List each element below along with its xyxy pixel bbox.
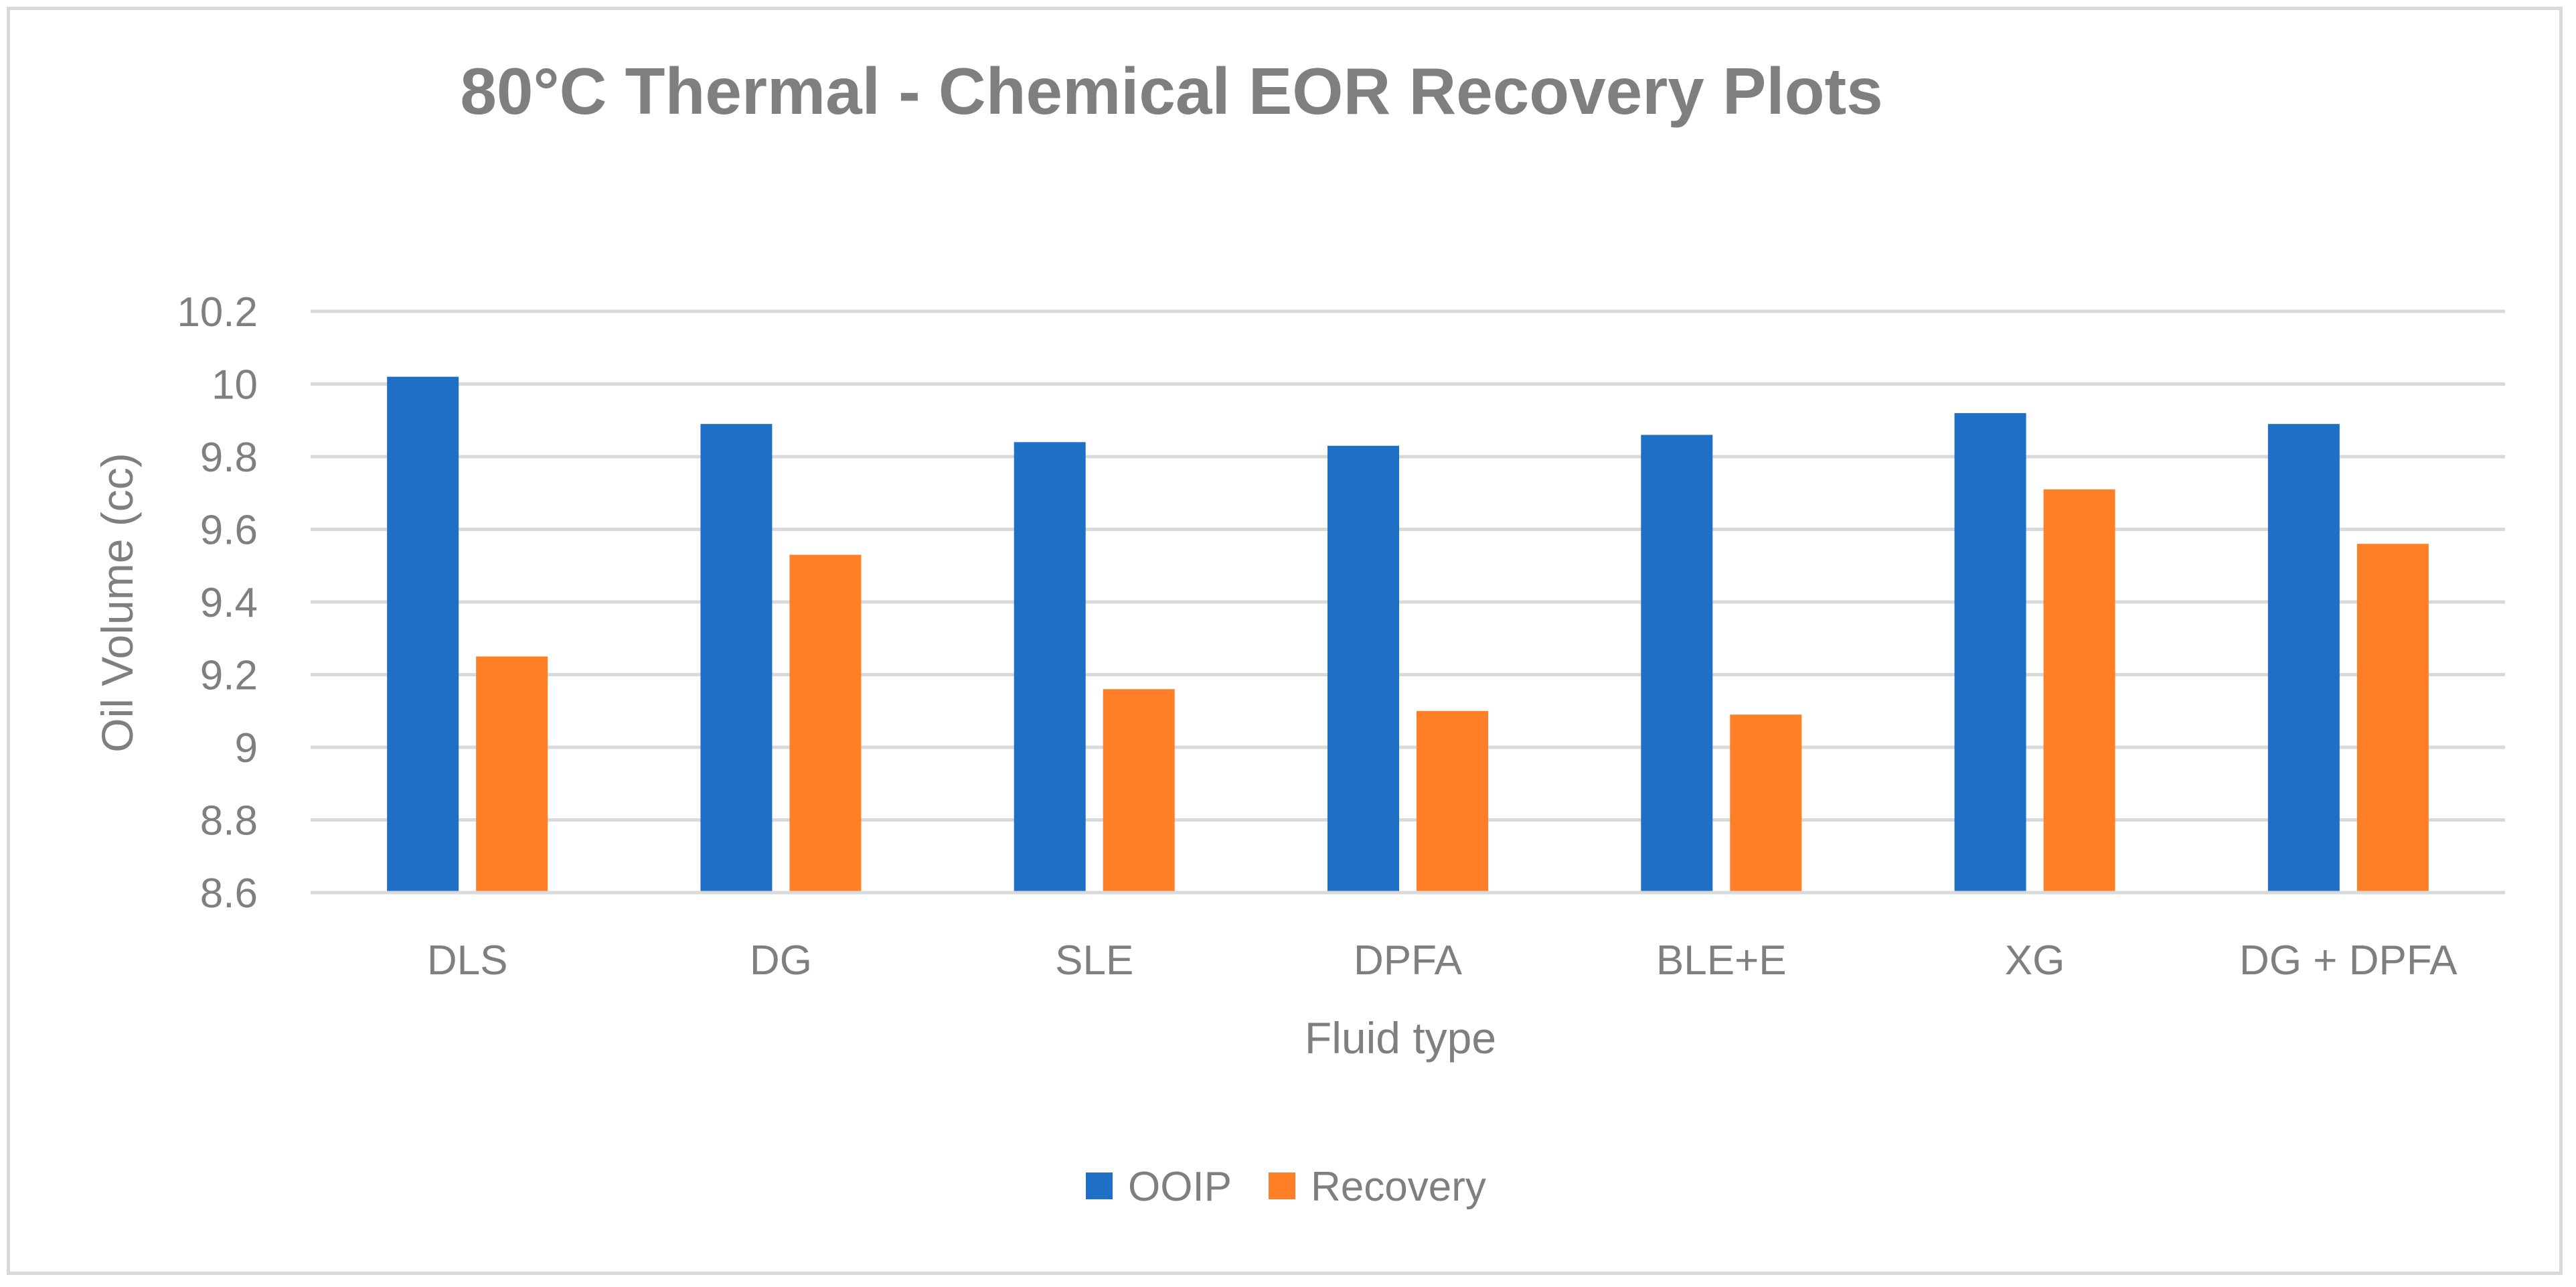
bar-ooip-sle [1014,442,1086,893]
y-tick-label: 8.8 [200,798,258,844]
y-tick-label: 9.4 [200,580,258,626]
bar-ooip-dpfa [1327,445,1399,893]
x-tick-label: BLE+E [1656,937,1787,984]
y-tick-label: 10 [212,362,258,408]
chart-title: 80°C Thermal - Chemical EOR Recovery Plo… [460,54,1882,128]
x-tick-label: DG [750,937,812,984]
y-tick-label: 9.8 [200,435,258,481]
x-tick-label: DPFA [1354,937,1463,984]
y-axis-title: Oil Volume (cc) [92,453,142,752]
bar-ooip-ble-e [1641,435,1713,893]
y-tick-label: 10.2 [177,289,258,335]
bar-recovery-dg [789,554,862,893]
x-tick-label: DLS [427,937,508,984]
bar-ooip-xg [1954,412,2026,893]
legend: OOIP Recovery [1086,1164,1486,1210]
bar-ooip-dg [700,424,773,893]
y-tick-label: 9 [235,725,258,771]
bar-recovery-dpfa [1417,710,1488,893]
bar-recovery-dg-dpfa [2356,544,2429,893]
bar-recovery-dls [476,656,548,893]
legend-swatch-ooip [1086,1172,1113,1199]
gridlines [311,309,2505,895]
y-axis-ticks: 8.6 8.8 9 9.2 9.4 9.6 9.8 10 10.2 [177,289,258,917]
bar-recovery-sle [1103,689,1175,893]
x-tick-label: SLE [1055,937,1133,984]
bars [387,376,2429,893]
x-axis-ticks: DLS DG SLE DPFA BLE+E XG DG + DPFA [311,891,2505,984]
x-axis-title: Fluid type [1305,1013,1496,1063]
legend-label-recovery: Recovery [1311,1164,1486,1210]
y-tick-label: 8.6 [200,870,258,917]
legend-swatch-recovery [1269,1172,1295,1199]
bar-ooip-dg-dpfa [2267,424,2340,893]
y-tick-label: 9.6 [200,508,258,554]
y-tick-label: 9.2 [200,653,258,699]
bar-recovery-xg [2043,489,2115,893]
bar-ooip-dls [387,376,459,893]
bar-recovery-ble-e [1730,714,1802,893]
legend-label-ooip: OOIP [1128,1164,1232,1210]
x-tick-label: XG [2005,937,2065,984]
x-tick-label: DG + DPFA [2239,937,2458,984]
